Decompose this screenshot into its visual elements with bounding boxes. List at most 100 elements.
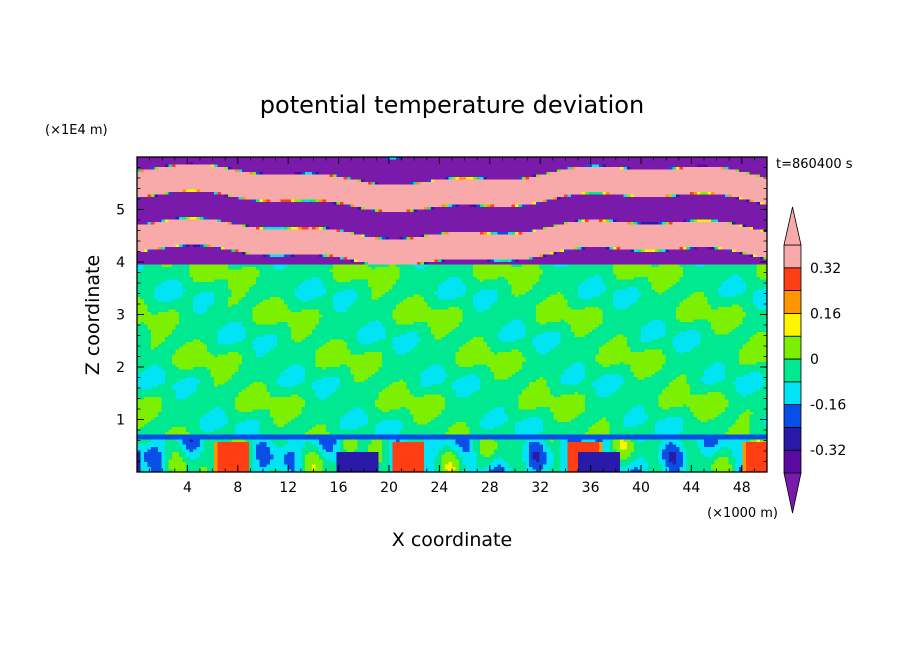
contour-cell xyxy=(683,272,757,275)
contour-cell xyxy=(301,447,320,450)
contour-cell xyxy=(399,419,414,423)
contour-cell xyxy=(413,264,428,268)
contour-cell xyxy=(693,247,698,250)
contour-cell xyxy=(494,302,540,305)
contour-cell xyxy=(655,429,684,433)
y-tick-label: 5 xyxy=(116,203,125,219)
contour-cell xyxy=(515,432,540,435)
contour-cell xyxy=(606,289,617,293)
contour-cell xyxy=(280,199,292,203)
contour-cell xyxy=(217,337,246,340)
contour-cell xyxy=(613,439,621,443)
contour-cell xyxy=(585,164,593,168)
contour-cell xyxy=(497,444,523,448)
contour-cell xyxy=(301,407,355,410)
contour-cell xyxy=(504,459,523,463)
contour-cell xyxy=(452,469,460,472)
contour-cell xyxy=(487,342,533,345)
contour-cell xyxy=(693,412,722,415)
contour-cell xyxy=(522,232,767,235)
contour-cell xyxy=(147,304,194,308)
contour-cell xyxy=(378,182,411,185)
contour-cell xyxy=(200,217,204,220)
contour-cell xyxy=(210,164,215,168)
contour-cell xyxy=(662,392,691,395)
contour-cell xyxy=(214,467,218,470)
contour-cell xyxy=(144,424,201,428)
contour-cell xyxy=(459,204,470,208)
colorbar-label: 0.16 xyxy=(810,306,841,322)
contour-cell xyxy=(658,452,663,455)
contour-cell xyxy=(137,407,162,410)
contour-cell xyxy=(522,447,530,450)
contour-cell xyxy=(214,379,229,383)
contour-cell xyxy=(137,317,180,320)
contour-cell xyxy=(595,274,600,278)
contour-cell xyxy=(662,249,666,253)
contour-cell xyxy=(140,454,145,458)
contour-cell xyxy=(431,384,453,388)
contour-cell xyxy=(602,279,649,283)
contour-cell xyxy=(742,319,767,323)
contour-cell xyxy=(721,282,747,285)
contour-cell xyxy=(434,457,442,460)
contour-cell xyxy=(756,269,767,273)
contour-cell xyxy=(487,259,491,263)
contour-cell xyxy=(459,377,481,380)
contour-cell xyxy=(263,334,278,338)
contour-cell xyxy=(742,374,764,378)
contour-cell xyxy=(543,377,561,380)
contour-cell xyxy=(746,282,767,285)
contour-cell xyxy=(312,467,316,470)
contour-cell xyxy=(207,467,215,470)
contour-cell xyxy=(676,312,747,315)
contour-cell xyxy=(578,392,596,395)
contour-cell xyxy=(217,329,246,333)
contour-cell xyxy=(371,292,386,295)
contour-cell xyxy=(420,234,425,238)
contour-cell xyxy=(683,444,698,448)
contour-cell xyxy=(200,467,208,470)
contour-cell xyxy=(742,347,767,350)
contour-cell xyxy=(137,174,330,178)
contour-cell xyxy=(641,222,659,225)
contour-cell xyxy=(522,264,540,268)
contour-cell xyxy=(518,397,586,400)
contour-cell xyxy=(546,322,568,325)
contour-cell xyxy=(368,279,397,283)
contour-cell xyxy=(249,469,253,472)
contour-cell xyxy=(137,262,365,265)
contour-cell xyxy=(658,292,663,295)
contour-cell xyxy=(543,427,589,430)
contour-cell xyxy=(161,464,166,468)
contour-cell xyxy=(298,297,316,300)
contour-cell xyxy=(406,384,421,388)
contour-cell xyxy=(462,344,488,348)
contour-cell xyxy=(357,444,369,448)
contour-cell xyxy=(532,452,540,455)
contour-cell xyxy=(648,462,659,465)
contour-cell xyxy=(490,232,495,235)
contour-cell xyxy=(382,459,390,463)
contour-cell xyxy=(228,419,246,423)
contour-cell xyxy=(686,377,701,380)
contour-cell xyxy=(693,347,743,350)
contour-cell xyxy=(305,402,376,405)
contour-cell xyxy=(473,442,481,445)
contour-cell xyxy=(308,429,327,433)
contour-cell xyxy=(214,447,218,450)
contour-cell xyxy=(347,257,530,260)
contour-cell xyxy=(378,467,390,470)
contour-cell xyxy=(392,309,463,313)
contour-cell xyxy=(175,309,194,313)
contour-cell xyxy=(235,342,253,345)
contour-cell xyxy=(200,379,215,383)
contour-cell xyxy=(441,459,460,463)
contour-cell xyxy=(389,439,397,443)
contour-cell xyxy=(742,394,747,398)
contour-cell xyxy=(179,454,187,458)
contour-cell xyxy=(511,469,526,472)
contour-cell xyxy=(735,387,761,390)
contour-cell xyxy=(389,459,393,463)
